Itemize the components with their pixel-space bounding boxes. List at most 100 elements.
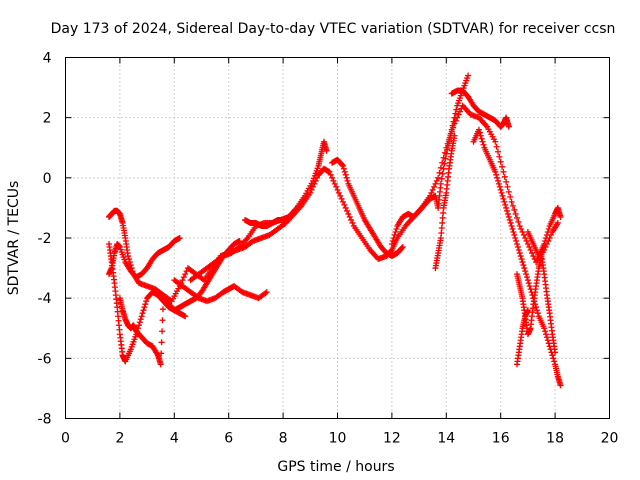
data-point <box>501 198 508 205</box>
data-series-track-4 <box>116 295 189 368</box>
data-point <box>510 228 517 235</box>
data-point <box>348 216 355 223</box>
data-point <box>523 271 530 278</box>
data-series-track-8 <box>329 156 406 260</box>
data-point <box>310 183 317 190</box>
data-point <box>327 171 334 178</box>
x-tick-label: 2 <box>115 431 124 447</box>
y-tick-label: 4 <box>43 51 52 67</box>
data-point <box>507 219 514 226</box>
data-point <box>344 177 351 184</box>
data-point <box>512 235 519 241</box>
data-point <box>136 319 143 326</box>
data-point <box>393 225 400 232</box>
data-point <box>451 132 458 139</box>
data-series-track-5 <box>171 277 270 305</box>
data-point <box>451 114 458 121</box>
data-point <box>330 177 337 184</box>
data-point <box>497 158 504 165</box>
data-point <box>494 174 501 181</box>
data-point <box>476 129 483 136</box>
y-tick-label: 2 <box>43 111 52 127</box>
data-point <box>179 277 186 284</box>
data-point <box>290 210 297 217</box>
data-point <box>455 111 462 118</box>
data-point <box>137 316 144 323</box>
data-point <box>533 304 540 311</box>
data-point <box>335 189 342 196</box>
data-point <box>159 317 166 324</box>
data-point <box>499 163 506 170</box>
x-tick-label: 6 <box>224 431 233 447</box>
y-tick-label: 0 <box>43 171 52 187</box>
x-tick-label: 0 <box>61 431 70 447</box>
data-point <box>437 164 444 171</box>
y-tick-label: -6 <box>38 351 52 367</box>
data-point <box>346 213 353 220</box>
chart-title: Day 173 of 2024, Sidereal Day-to-day VTE… <box>51 21 616 37</box>
data-point <box>337 192 344 199</box>
data-point <box>437 235 444 241</box>
data-point <box>526 244 533 251</box>
data-point <box>507 193 514 200</box>
data-point <box>334 186 341 193</box>
x-tick-label: 14 <box>437 431 455 447</box>
data-point <box>438 224 445 231</box>
data-point <box>508 198 515 205</box>
data-point <box>135 322 142 329</box>
data-point <box>442 155 449 162</box>
data-point <box>515 218 522 225</box>
data-point <box>534 310 541 317</box>
data-point <box>542 328 549 335</box>
data-point <box>526 283 533 290</box>
data-point <box>500 195 507 202</box>
data-point <box>503 178 510 185</box>
axis-ticks: 0 2 4 6 8 10 12 14 16 18 20 -8 -6 -4 -2 0 2 4 <box>38 51 619 447</box>
data-point <box>503 204 510 211</box>
data-point <box>323 147 330 154</box>
data-series-track-6 <box>187 138 330 284</box>
data-point <box>341 168 348 175</box>
data-point <box>157 361 164 368</box>
data-point <box>449 122 456 129</box>
data-point <box>435 174 442 181</box>
data-point <box>429 186 436 193</box>
data-point <box>502 201 509 208</box>
x-tick-label: 4 <box>170 431 179 447</box>
data-point <box>520 262 527 269</box>
data-point <box>399 244 406 251</box>
data-point <box>343 174 350 181</box>
data-point <box>508 222 515 229</box>
data-series-track-2 <box>106 235 183 281</box>
data-point <box>344 207 351 214</box>
data-point <box>516 222 523 229</box>
data-point <box>159 306 166 313</box>
data-point <box>331 180 338 187</box>
data-point <box>478 135 485 142</box>
data-point <box>440 165 447 172</box>
data-point <box>432 180 439 187</box>
data-point <box>527 247 534 254</box>
data-point <box>439 214 446 221</box>
data-series-track-12 <box>470 126 564 389</box>
data-point <box>141 304 148 311</box>
data-point <box>551 358 558 365</box>
data-point <box>554 219 561 226</box>
data-point <box>389 238 396 245</box>
data-point <box>453 106 460 113</box>
data-point <box>448 126 455 133</box>
data-series-track-10 <box>432 132 458 272</box>
data-point <box>477 132 484 139</box>
data-point <box>533 307 540 314</box>
data-point <box>504 207 511 214</box>
data-point <box>263 289 270 296</box>
data-series-track-7 <box>242 210 297 229</box>
data-series-track-14 <box>514 307 531 368</box>
data-point <box>431 183 438 190</box>
data-point <box>438 229 445 236</box>
data-point <box>388 241 395 248</box>
data-point <box>511 206 518 213</box>
data-point <box>497 186 504 193</box>
data-point <box>523 238 530 245</box>
data-point <box>498 189 505 196</box>
